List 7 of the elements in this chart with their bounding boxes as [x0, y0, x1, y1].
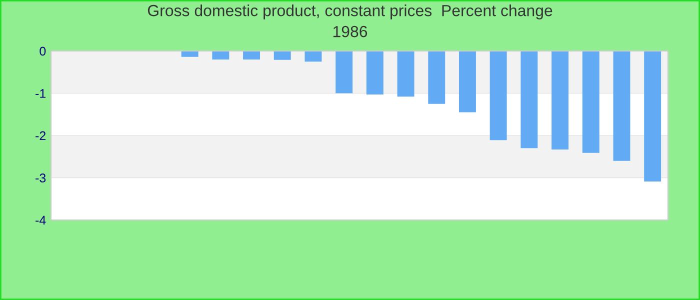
chart-subtitle: 1986: [333, 26, 368, 38]
y-tick-label: 0: [40, 46, 46, 56]
chart-title: Gross domestic product, constant prices Percent change: [148, 4, 552, 20]
y-tick-label: -4: [36, 216, 46, 225]
y-tick-label: -2: [36, 131, 46, 140]
y-tick-label: -1: [36, 89, 46, 98]
y-tick-label: -3: [36, 174, 46, 182]
